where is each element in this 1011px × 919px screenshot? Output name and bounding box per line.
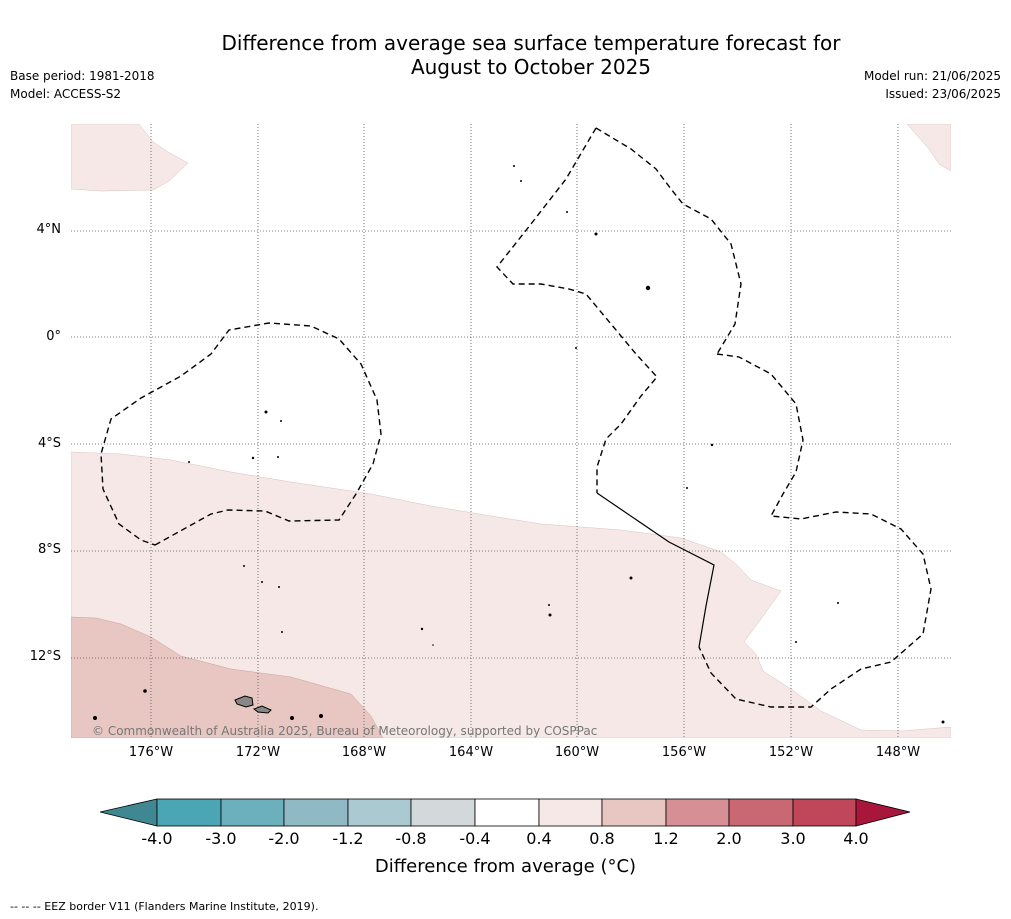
lon-label-176w: 176°W [128, 745, 174, 760]
eez-border-tokelau [100, 322, 382, 546]
colorbar-segment [792, 798, 857, 827]
meta-right: Model run: 21/06/2025 Issued: 23/06/2025 [864, 67, 1001, 103]
colorbar-segment [220, 798, 285, 827]
colorbar-label: Difference from average (°C) [374, 856, 637, 877]
colorbar-segment [156, 798, 222, 827]
colorbar-tick: 4.0 [843, 829, 869, 848]
lat-label-0: 0° [46, 329, 61, 344]
island-markers [93, 165, 945, 724]
colorbar-segment [728, 798, 794, 827]
sst-anomaly-map [71, 124, 951, 738]
copyright-notice: © Commonwealth of Australia 2025, Bureau… [92, 724, 598, 738]
lat-label-4s: 4°S [37, 436, 61, 451]
colorbar-segment [601, 798, 667, 827]
colorbar-tick: -1.2 [332, 829, 364, 848]
eez-legend: -- -- -- EEZ border V11 (Flanders Marine… [10, 900, 319, 913]
issued-date: Issued: 23/06/2025 [885, 87, 1001, 101]
map-title: Difference from average sea surface temp… [0, 31, 1011, 79]
colorbar-segment [665, 798, 730, 827]
lon-label-172w: 172°W [235, 745, 281, 760]
title-line-2: August to October 2025 [410, 55, 652, 79]
colorbar-segment [410, 798, 476, 827]
lon-label-160w: 160°W [554, 745, 600, 760]
colorbar-tick: -4.0 [141, 829, 173, 848]
samoa-island-savaii [234, 695, 254, 708]
colorbar-segment [538, 798, 603, 827]
lon-label-156w: 156°W [661, 745, 707, 760]
meta-left: Base period: 1981-2018 Model: ACCESS-S2 [10, 67, 155, 103]
colorbar-tick: 1.2 [653, 829, 679, 848]
lat-label-8s: 8°S [37, 542, 61, 557]
colorbar [99, 798, 912, 828]
eez-border-solid [596, 492, 715, 648]
anomaly-region-light-south [71, 451, 951, 738]
colorbar-segment [347, 798, 412, 827]
colorbar-tick: -2.0 [268, 829, 300, 848]
eez-border-line-islands-south [698, 353, 932, 708]
colorbar-tick: 0.8 [589, 829, 615, 848]
lon-label-152w: 152°W [768, 745, 814, 760]
eez-borders [100, 127, 932, 708]
model-name: Model: ACCESS-S2 [10, 87, 122, 101]
colorbar-segment-extend-high [855, 798, 911, 827]
colorbar-tick: -3.0 [205, 829, 237, 848]
lon-label-164w: 164°W [448, 745, 494, 760]
colorbar-segment-extend-low [99, 798, 158, 827]
eez-border-line-islands-west [496, 127, 658, 493]
anomaly-region-light-north [71, 124, 189, 192]
model-run: Model run: 21/06/2025 [863, 69, 1001, 83]
base-period: Base period: 1981-2018 [10, 69, 155, 83]
lon-label-148w: 148°W [875, 745, 921, 760]
colorbar-tick: 0.4 [526, 829, 552, 848]
samoa-island-upolu [252, 705, 272, 714]
lon-label-168w: 168°W [341, 745, 387, 760]
colorbar-segment [283, 798, 349, 827]
colorbar-tick: 3.0 [780, 829, 806, 848]
anomaly-region-medium-south [71, 616, 384, 738]
colorbar-tick: -0.4 [459, 829, 491, 848]
lat-label-4n: 4°N [36, 222, 62, 237]
colorbar-tick: 2.0 [716, 829, 742, 848]
lat-label-12s: 12°S [29, 649, 61, 664]
title-line-1: Difference from average sea surface temp… [221, 31, 841, 55]
anomaly-region-light-northeast [906, 124, 951, 172]
colorbar-segment [474, 798, 540, 827]
graticule [71, 124, 951, 738]
eez-border-line-islands-north [595, 127, 742, 355]
colorbar-tick: -0.8 [395, 829, 427, 848]
